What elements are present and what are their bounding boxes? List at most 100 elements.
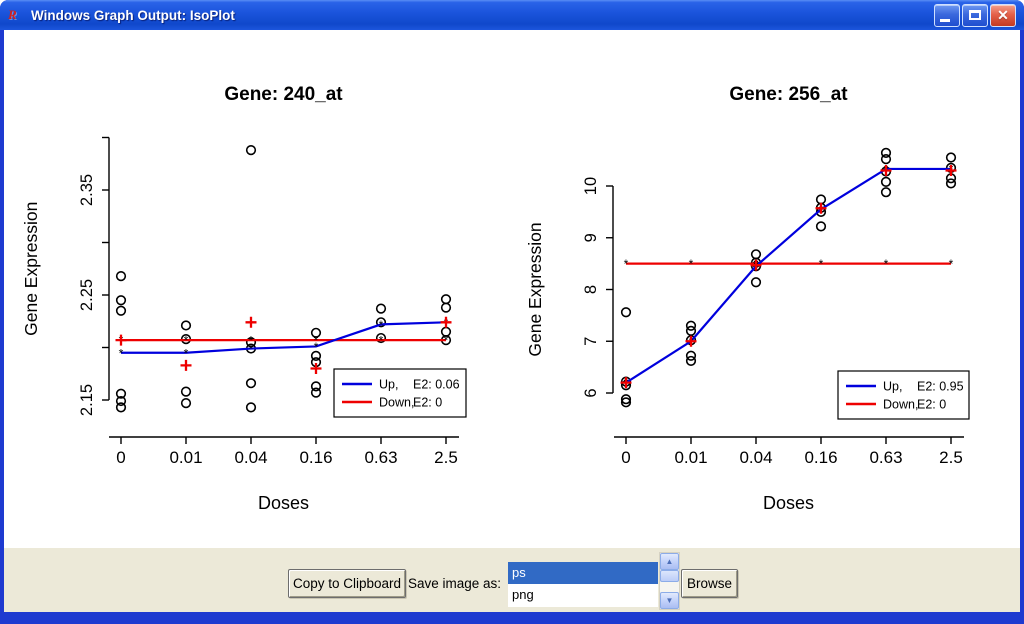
data-point	[245, 337, 257, 348]
close-icon: ✕	[997, 7, 1009, 23]
x-tick-label: 0.01	[169, 448, 202, 467]
legend-e2-value: E2: 0.06	[413, 378, 460, 392]
asterisk-marker: *	[379, 318, 384, 332]
asterisk-marker: *	[184, 346, 189, 360]
y-tick-label: 2.25	[78, 279, 96, 311]
data-point	[815, 221, 827, 232]
plus-marker	[440, 316, 452, 328]
data-point	[180, 320, 192, 331]
scroll-down-button[interactable]: ▼	[660, 592, 679, 609]
data-point	[880, 187, 892, 198]
format-option-ps[interactable]: ps	[508, 562, 658, 584]
plus-marker	[310, 363, 322, 374]
minimize-button[interactable]	[934, 3, 960, 27]
plus-marker	[245, 316, 257, 328]
close-button[interactable]: ✕	[990, 3, 1016, 27]
asterisk-marker: *	[444, 334, 449, 348]
data-point	[245, 402, 257, 413]
bottom-toolbar: Copy to Clipboard Save image as: ps png ▲…	[4, 548, 1020, 612]
y-tick-label: 2.35	[78, 174, 96, 206]
data-point	[245, 378, 257, 389]
x-tick-label: 2.5	[939, 448, 963, 467]
asterisk-marker: *	[379, 334, 384, 348]
plus-marker	[620, 377, 632, 389]
asterisk-marker: *	[819, 257, 824, 271]
asterisk-marker: *	[314, 334, 319, 348]
plus-marker	[685, 335, 697, 347]
data-point	[115, 395, 127, 407]
legend-e2-value: E2: 0	[917, 398, 946, 412]
y-axis-label: Gene Expression	[21, 202, 41, 336]
asterisk-marker: *	[119, 346, 124, 360]
format-scrollbar[interactable]: ▲ ▼	[659, 552, 680, 610]
asterisk-marker: *	[949, 257, 954, 271]
asterisk-marker: *	[249, 334, 254, 348]
data-point	[310, 350, 322, 362]
legend-box	[837, 370, 970, 420]
browse-button[interactable]: Browse	[681, 569, 738, 598]
data-point	[375, 317, 387, 328]
scroll-up-button[interactable]: ▲	[660, 553, 679, 570]
asterisk-marker: *	[184, 334, 189, 348]
format-option-png[interactable]: png	[508, 584, 658, 606]
x-axis-label: Doses	[763, 493, 814, 513]
x-tick-label: 0	[116, 448, 125, 467]
data-point	[620, 397, 632, 408]
data-point	[310, 381, 322, 392]
data-point	[375, 332, 387, 344]
minimize-icon	[940, 18, 950, 22]
charts-canvas: Gene: 240_at 2.15 2.25 2.35 Gene Expression 0…	[21, 84, 970, 513]
data-point	[750, 277, 762, 288]
legend-label: Down,	[883, 398, 918, 412]
chart-title: Gene: 256_at	[729, 84, 848, 105]
data-point	[115, 271, 127, 282]
titlebar[interactable]: R Windows Graph Output: IsoPlot ✕	[0, 0, 1024, 30]
y-tick-label: 2.15	[78, 384, 96, 416]
legend-label: Down,	[379, 396, 414, 410]
x-tick-label: 0	[621, 448, 630, 467]
y-axis-label: Gene Expression	[525, 222, 545, 356]
save-image-as-label: Save image as:	[408, 576, 502, 591]
maximize-button[interactable]	[962, 3, 988, 27]
y-tick-label: 7	[582, 337, 600, 346]
y-tick-label: 10	[582, 177, 600, 195]
x-tick-label: 0.63	[364, 448, 397, 467]
maximize-icon	[969, 10, 981, 20]
data-point	[245, 144, 257, 156]
data-point	[440, 302, 452, 313]
format-listbox[interactable]: ps png	[508, 562, 658, 607]
scrollbar-thumb[interactable]	[660, 570, 679, 582]
plus-marker	[115, 334, 127, 346]
scroll-up-icon: ▲	[665, 556, 674, 566]
data-point	[440, 294, 452, 305]
x-axis-label: Doses	[258, 493, 309, 513]
data-points	[620, 147, 957, 408]
data-point	[310, 327, 322, 338]
scrollbar-track[interactable]	[660, 582, 679, 592]
plus-marker	[750, 259, 762, 271]
up-line	[625, 167, 951, 384]
plot-area: Gene: 240_at 2.15 2.25 2.35 Gene Expression 0…	[4, 30, 1020, 548]
data-point	[880, 153, 892, 165]
asterisk-marker: *	[689, 257, 694, 271]
data-point	[375, 303, 387, 314]
legend-label: Up,	[883, 380, 902, 394]
plus-marker	[815, 202, 827, 214]
data-point	[180, 398, 192, 409]
x-tick-label: 0.16	[804, 448, 837, 467]
scroll-down-icon: ▼	[665, 595, 674, 605]
data-point	[685, 355, 697, 367]
asterisk-marker: *	[314, 340, 319, 354]
copy-to-clipboard-button[interactable]: Copy to Clipboard	[288, 569, 406, 598]
chart-right: Gene: 256_at 6 7 8 9 10 Gene Expression 0 0.01 0.…	[525, 84, 970, 513]
asterisk-marker: *	[884, 257, 889, 271]
y-tick-label: 8	[582, 285, 600, 294]
data-point	[620, 307, 632, 318]
x-tick-label: 0.01	[674, 448, 707, 467]
window-title: Windows Graph Output: IsoPlot	[31, 7, 235, 23]
data-point	[880, 176, 892, 187]
data-point	[685, 350, 697, 361]
legend-e2-value: E2: 0.95	[917, 380, 964, 394]
data-point	[310, 387, 322, 398]
y-tick-label: 9	[582, 233, 600, 242]
